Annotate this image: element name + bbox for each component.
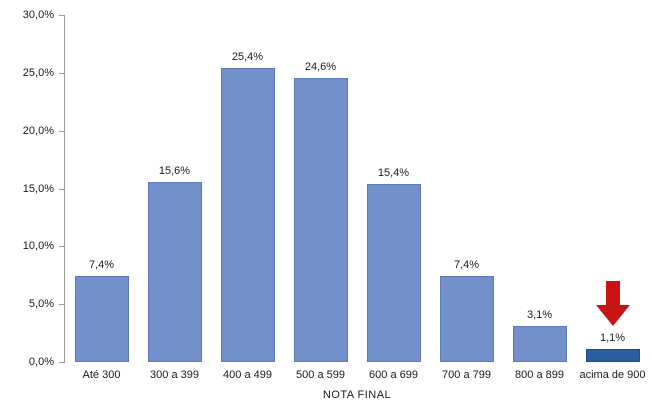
bar-column: 3,1% 800 a 899 (503, 15, 576, 381)
bar-value-label: 7,4% (88, 259, 115, 272)
y-tick-label: 30,0% (22, 9, 54, 21)
bar-column: 7,4% Até 300 (65, 15, 138, 381)
x-axis-title: NOTA FINAL (322, 389, 392, 401)
y-axis-tick (59, 246, 65, 247)
y-axis-tick (59, 189, 65, 190)
category-label: acima de 900 (579, 369, 646, 381)
category-label: 400 a 499 (223, 369, 272, 381)
bar-value-label: 24,6% (304, 60, 337, 73)
category-label: 500 a 599 (296, 369, 345, 381)
bar-value-label: 25,4% (231, 51, 264, 64)
y-tick-label: 15,0% (22, 183, 54, 195)
bar (220, 68, 275, 362)
bar-value-label: 3,1% (526, 309, 553, 322)
y-axis-tick (59, 304, 65, 305)
category-label: Até 300 (82, 369, 121, 381)
bar-value-label: 7,4% (453, 259, 480, 272)
plot-area: 7,4% Até 300 15,6% 300 a 399 25,4% 400 a 499 2… (65, 15, 649, 381)
bar (293, 77, 348, 362)
y-axis-line (64, 15, 65, 362)
y-tick-label: 10,0% (22, 240, 54, 252)
y-tick-label: 5,0% (28, 298, 54, 310)
bar (439, 276, 494, 362)
bar (366, 183, 421, 362)
bar-column: 15,4% 600 a 699 (357, 15, 430, 381)
bar (147, 181, 202, 362)
bar (585, 349, 640, 362)
bar (512, 326, 567, 362)
y-axis-tick (59, 15, 65, 16)
bar-value-label: 15,6% (158, 164, 191, 177)
category-label: 300 a 399 (150, 369, 199, 381)
category-label: 700 a 799 (442, 369, 491, 381)
bar-column: 25,4% 400 a 499 (211, 15, 284, 381)
bar-value-label: 15,4% (377, 166, 410, 179)
y-tick-label: 20,0% (22, 125, 54, 137)
bar-column: 15,6% 300 a 399 (138, 15, 211, 381)
y-axis-tick (59, 131, 65, 132)
y-tick-label: 25,0% (22, 67, 54, 79)
arrow-down-icon (595, 281, 630, 327)
bar-column: 24,6% 500 a 599 (284, 15, 357, 381)
bar-value-label: 1,1% (599, 332, 626, 345)
y-axis-tick (59, 362, 65, 363)
bar-column: 7,4% 700 a 799 (430, 15, 503, 381)
bar-column: 1,1% acima de 900 (576, 15, 649, 381)
bar (74, 276, 129, 362)
category-label: 600 a 699 (369, 369, 418, 381)
y-tick-label: 0,0% (28, 356, 54, 368)
category-label: 800 a 899 (515, 369, 564, 381)
y-axis-tick (59, 73, 65, 74)
